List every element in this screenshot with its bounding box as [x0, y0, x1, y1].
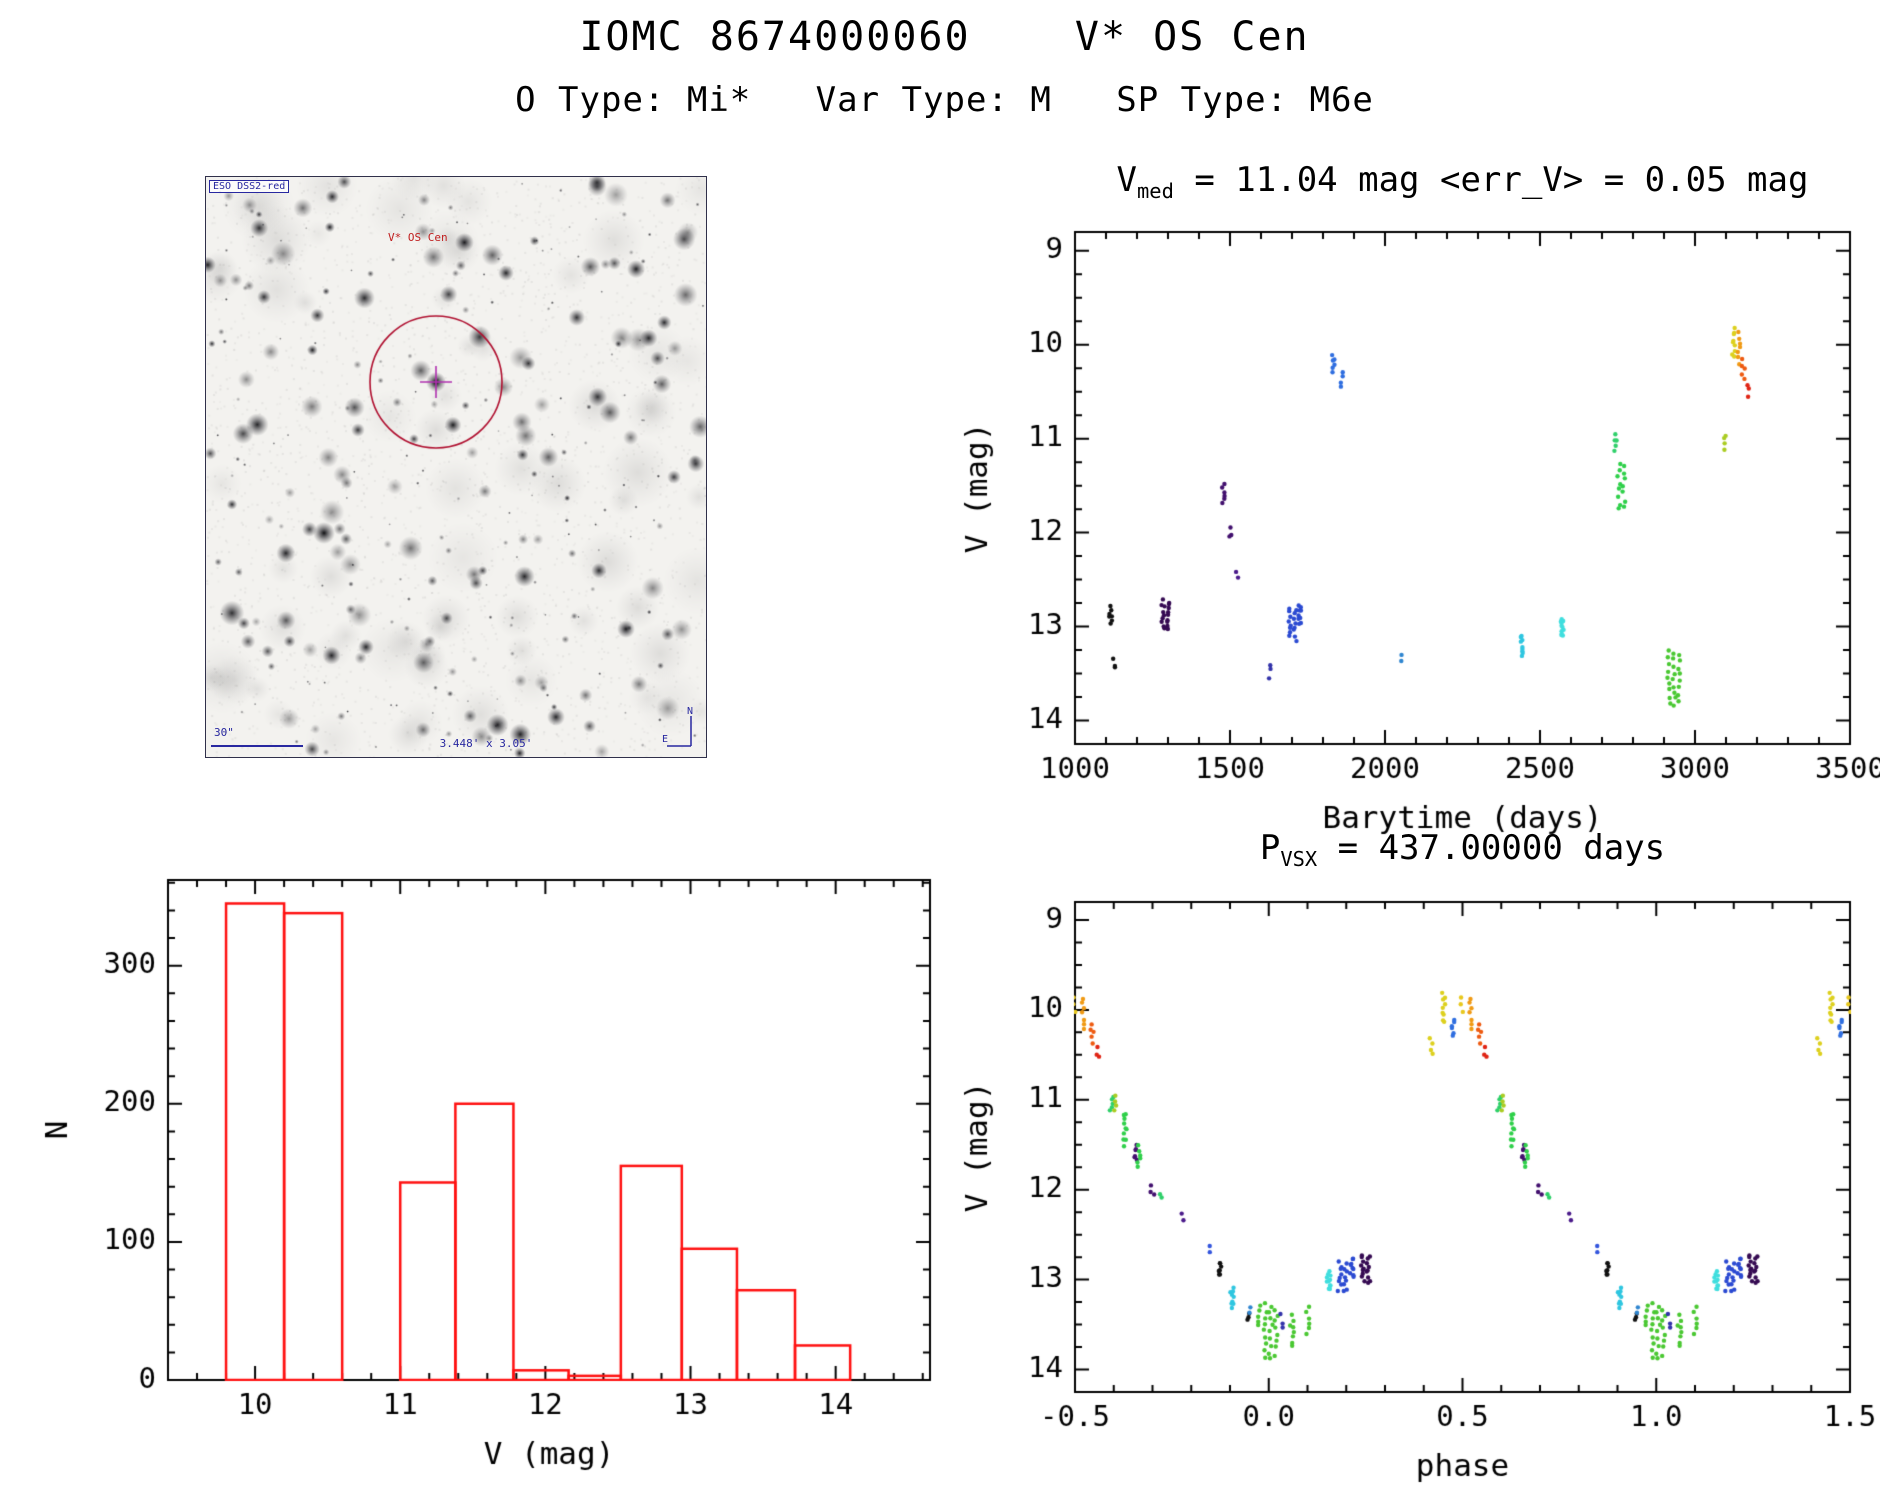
phase-plot-title: PVSX = 437.00000 days: [1259, 828, 1666, 872]
page-title: IOMC 8674000060 V* OS Cen: [579, 14, 1310, 60]
compass-north-label: N: [687, 706, 693, 717]
compass-east-label: E: [662, 734, 668, 745]
histogram-plot: [35, 845, 960, 1490]
lightcurve-title: Vmed = 11.04 mag <err_V> = 0.05 mag: [1116, 160, 1809, 204]
survey-label: ESO DSS2-red: [209, 180, 290, 193]
finding-chart-panel: ESO DSS2-red V* OS Cen 30" 3.448' x 3.05…: [205, 176, 707, 758]
target-label: V* OS Cen: [388, 231, 448, 244]
lightcurve-plot: [955, 196, 1880, 848]
page-subtitle: O Type: Mi* Var Type: M SP Type: M6e: [515, 80, 1374, 120]
phase-plot: [955, 872, 1880, 1490]
compass-icon: N E: [662, 706, 693, 747]
scale-bar: [211, 745, 303, 747]
fov-label: 3.448' x 3.05': [439, 737, 533, 750]
finding-chart-canvas: [206, 177, 706, 757]
scale-bar-label: 30": [214, 726, 234, 739]
